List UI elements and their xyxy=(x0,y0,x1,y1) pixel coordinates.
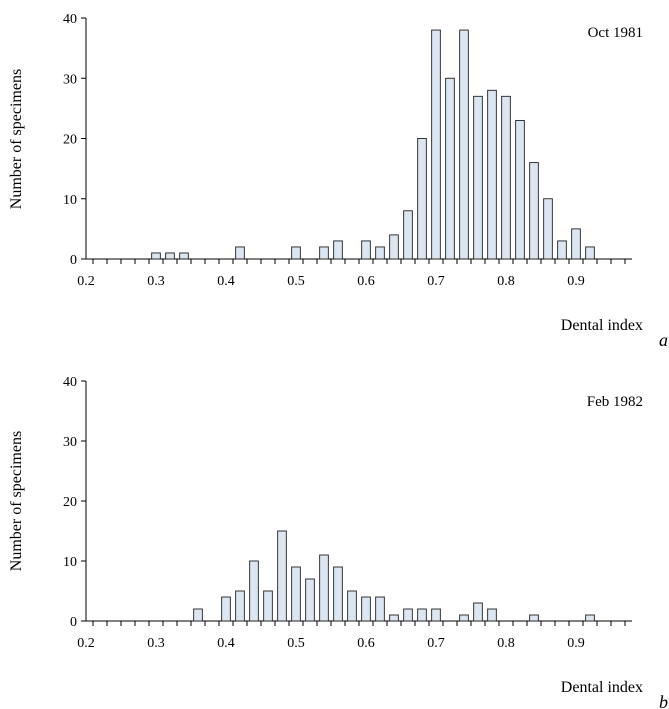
panel-a-bar xyxy=(235,246,245,260)
panel-a-x-tick-label: 0.9 xyxy=(567,274,585,289)
panel-a-bar xyxy=(417,138,427,260)
panel-a-bar xyxy=(431,29,441,260)
panel-b-bar xyxy=(263,590,273,622)
panel-a-x-tick-label: 0.7 xyxy=(427,274,445,289)
panel-b-x-tick-label: 0.9 xyxy=(567,636,585,651)
panel-b-letter: b xyxy=(659,692,668,709)
panel-b-bar xyxy=(375,596,385,622)
panel-b-x-tick-label: 0.4 xyxy=(217,636,235,651)
panel-b-x-tick-label: 0.7 xyxy=(427,636,445,651)
panel-b-y-tick-label: 20 xyxy=(63,495,77,510)
panel-b-bar xyxy=(333,566,343,622)
panel-b-bar xyxy=(459,614,469,622)
panel-a-y-axis-title: Number of specimens xyxy=(8,69,25,209)
panel-a-y-tick-label: 10 xyxy=(63,193,77,208)
panel-a-bar xyxy=(459,29,469,260)
panel-b-bar xyxy=(249,560,259,622)
panel-b-x-axis-title: Dental index xyxy=(561,679,643,696)
panel-a-bar xyxy=(487,89,497,260)
panel-a-chart: Number of specimens Oct 1981 Dental inde… xyxy=(8,12,668,350)
panel-a-x-tick-label: 0.5 xyxy=(287,274,305,289)
panel-b-bar xyxy=(487,608,497,622)
panel-a-x-axis-title: Dental index xyxy=(561,317,643,334)
panel-b-bar xyxy=(319,554,329,622)
panel-b-y-tick-label: 40 xyxy=(63,375,77,390)
panel-b-x-tick-label: 0.6 xyxy=(357,636,375,651)
panel-b-y-tick-label: 30 xyxy=(63,435,77,450)
panel-b-bar xyxy=(431,608,441,622)
panel-a-x-tick-label: 0.3 xyxy=(147,274,165,289)
panel-b-x-tick-label: 0.3 xyxy=(147,636,165,651)
panel-a-bar xyxy=(557,240,567,260)
panel-a-x-tick-label: 0.8 xyxy=(497,274,515,289)
panel-a-bar xyxy=(361,240,371,260)
panel-b-x-tick-label: 0.2 xyxy=(77,636,95,651)
panel-b-x-tick-label: 0.8 xyxy=(497,636,515,651)
panel-b-bar xyxy=(473,602,483,622)
panel-a-bar xyxy=(515,119,525,260)
panel-a-y-tick-label: 40 xyxy=(63,12,77,27)
panel-a-bar xyxy=(333,240,343,260)
panel-b-bar xyxy=(361,596,371,622)
panel-a-y-tick-label: 20 xyxy=(63,133,77,148)
panel-b-bar xyxy=(529,614,539,622)
panel-b-bar xyxy=(585,614,595,622)
panel-b-bar xyxy=(403,608,413,622)
panel-a-bar xyxy=(501,95,511,260)
panel-b-bar xyxy=(417,608,427,622)
panel-a-bar xyxy=(445,77,455,260)
panel-b-bar xyxy=(389,614,399,622)
panel-b-bar xyxy=(193,608,203,622)
panel-a-letter: a xyxy=(659,330,668,350)
panel-a-bar xyxy=(529,162,539,260)
panel-a-bar xyxy=(585,246,595,260)
panel-b-date-annotation: Feb 1982 xyxy=(587,394,643,410)
panel-b-y-tick-label: 0 xyxy=(70,615,77,630)
panel-a-date-annotation: Oct 1981 xyxy=(588,25,643,41)
panel-b-y-axis-title: Number of specimens xyxy=(8,431,25,571)
panel-a-y-tick-label: 0 xyxy=(70,253,77,268)
panel-a-bar xyxy=(291,246,301,260)
panel-a-x-tick-label: 0.6 xyxy=(357,274,375,289)
panel-a-x-tick-label: 0.4 xyxy=(217,274,235,289)
panel-b-chart: Number of specimens Feb 1982 Dental inde… xyxy=(8,375,668,709)
panel-b-bar xyxy=(221,596,231,622)
panel-a-x-tick-label: 0.2 xyxy=(77,274,95,289)
panel-b-bar xyxy=(347,590,357,622)
panel-b-bar xyxy=(305,578,315,622)
panel-a-bar xyxy=(473,95,483,260)
panel-b-bar xyxy=(291,566,301,622)
panel-b-y-tick-label: 10 xyxy=(63,555,77,570)
panel-a-bar xyxy=(543,198,553,260)
panel-b-x-tick-label: 0.5 xyxy=(287,636,305,651)
panel-a-bar xyxy=(179,252,189,260)
panel-a-bar xyxy=(319,246,329,260)
panel-b-bar xyxy=(277,530,287,622)
panel-a-bar xyxy=(571,228,581,260)
panel-a-bar xyxy=(403,210,413,260)
panel-a-bar xyxy=(151,252,161,260)
panel-a-bar xyxy=(375,246,385,260)
panel-a-y-tick-label: 30 xyxy=(63,72,77,87)
panel-b-bar xyxy=(235,590,245,622)
panel-a-bar xyxy=(165,252,175,260)
panel-a-bar xyxy=(389,234,399,260)
